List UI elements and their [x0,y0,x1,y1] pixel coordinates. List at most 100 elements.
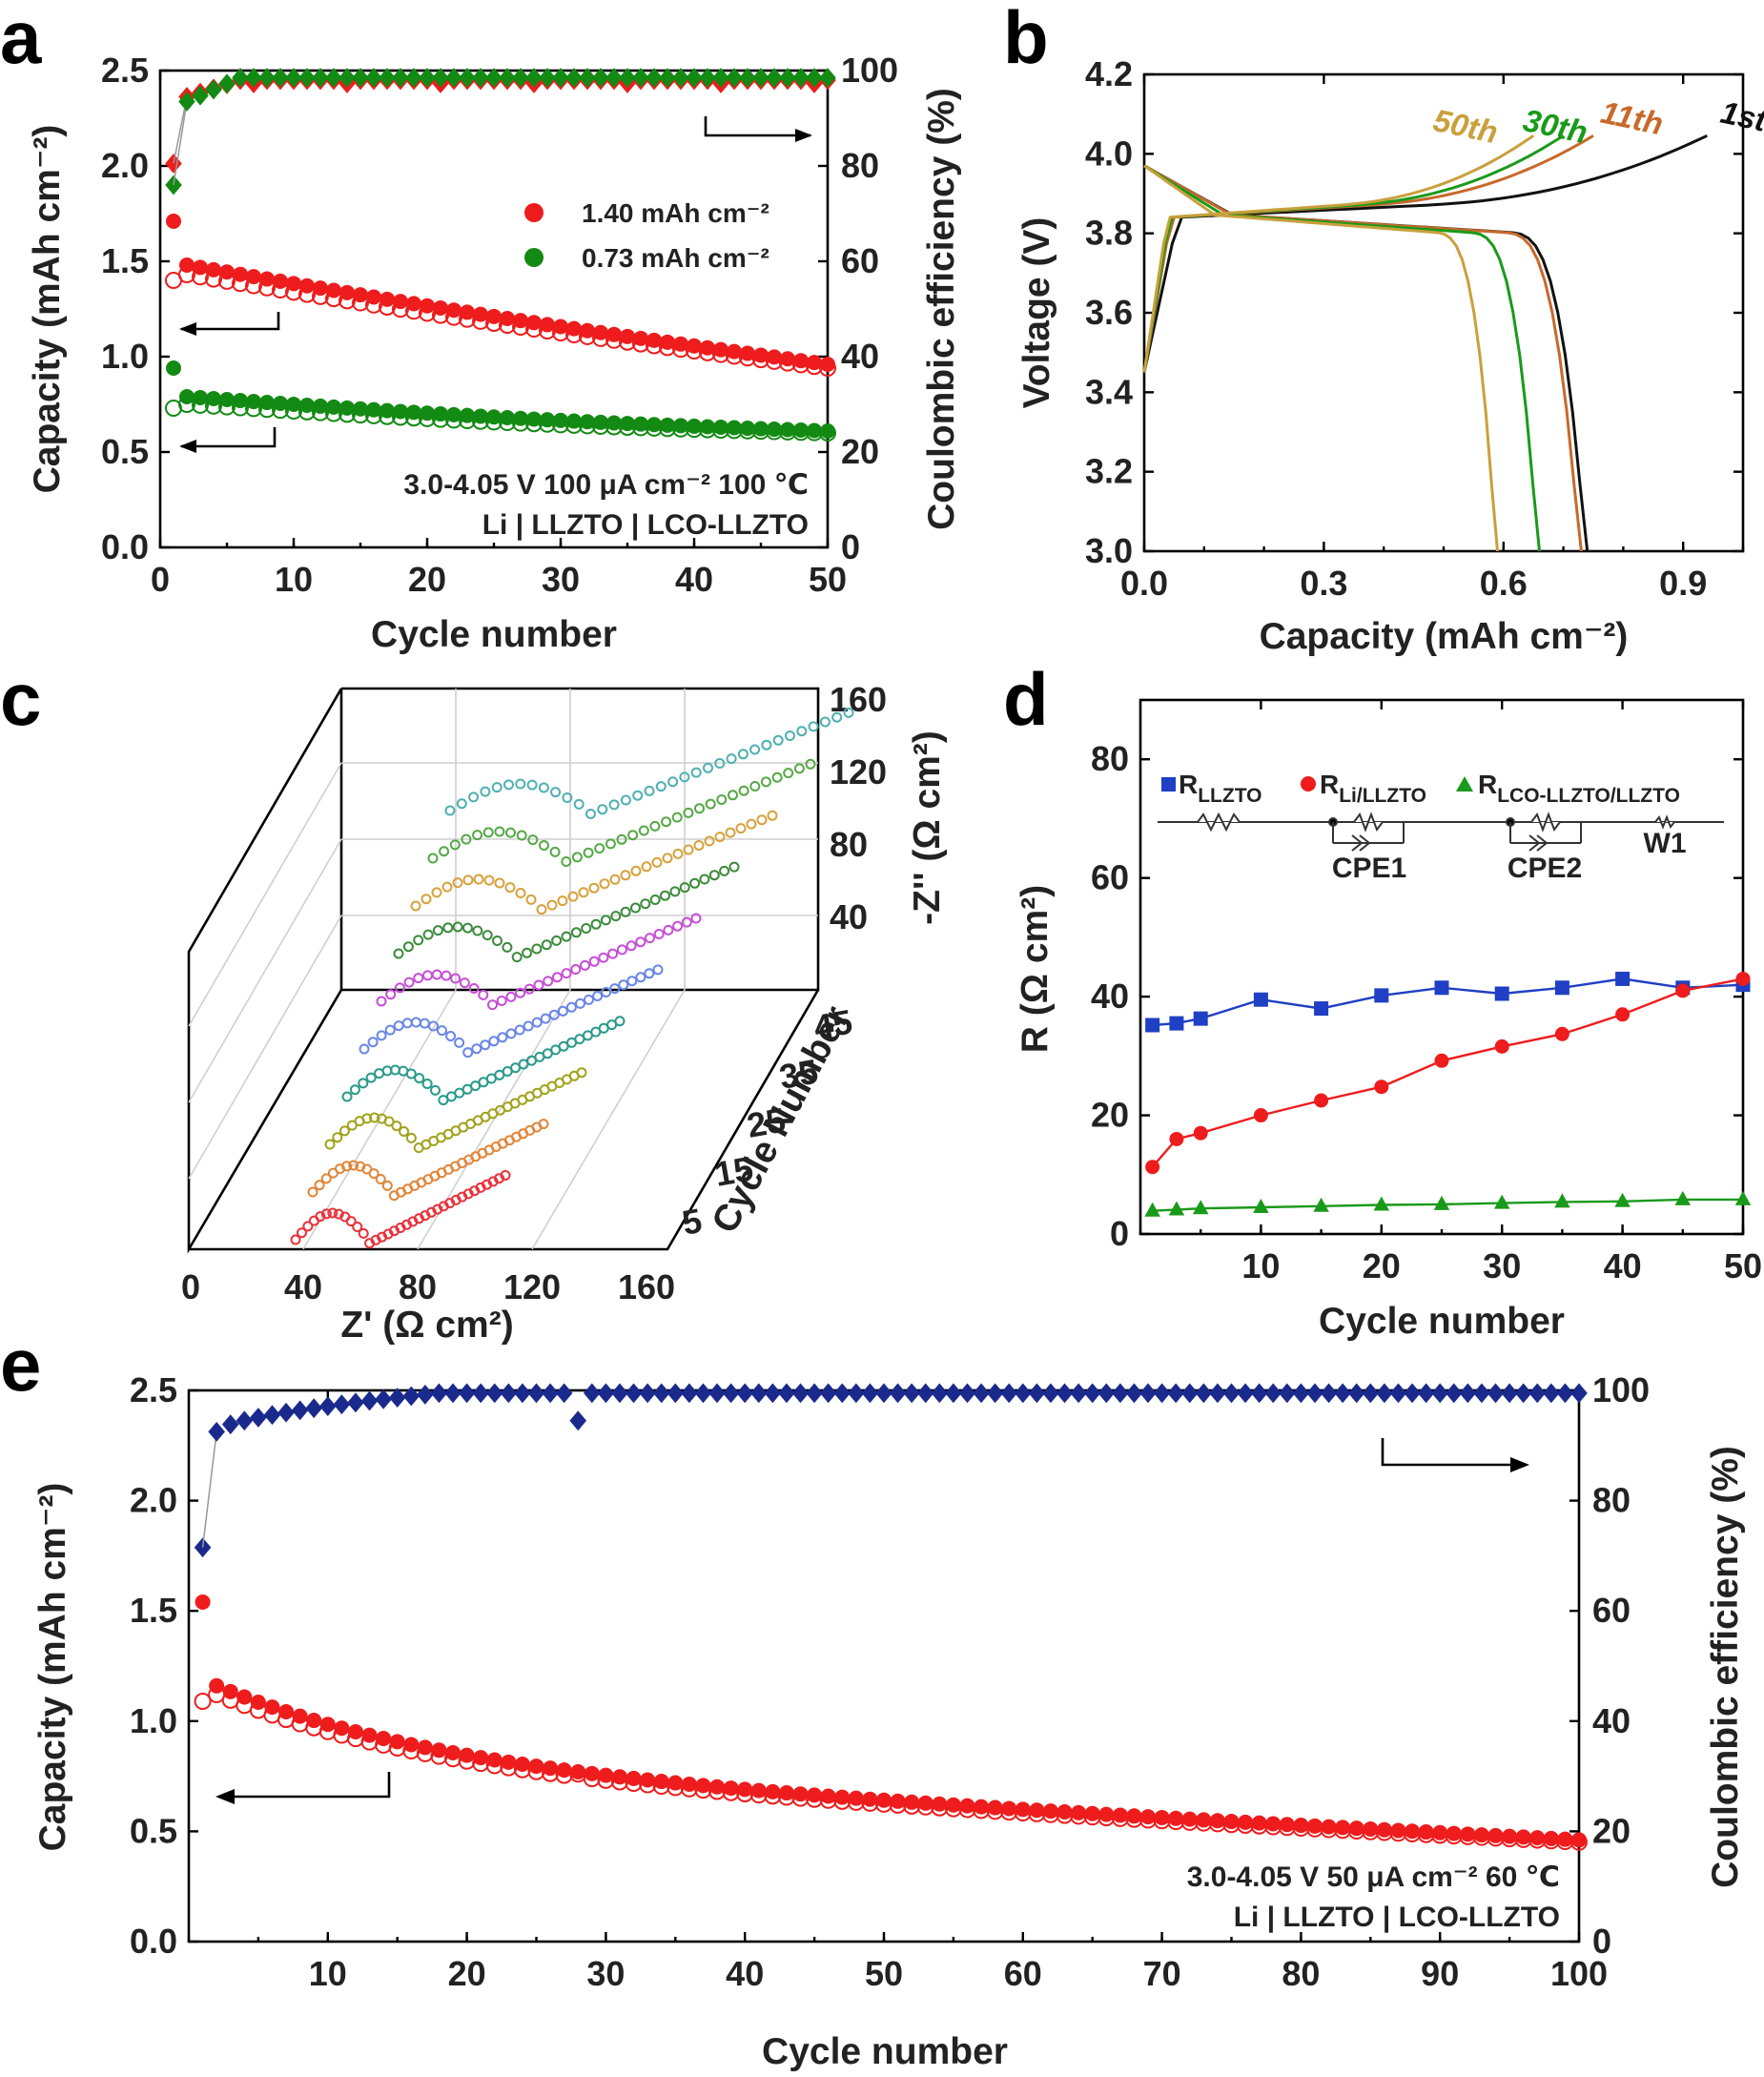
point-c [669,886,681,897]
point-e [974,1799,990,1815]
axis-arrow-a-cap1 [179,312,280,336]
point-a [219,264,235,280]
point-a [419,68,436,88]
point-a [552,324,569,342]
point-c [472,925,483,936]
point-e [944,1799,962,1818]
point-c [500,1170,511,1181]
point-e [1570,1383,1588,1404]
point-c [432,925,443,936]
point-a [218,73,236,94]
point-a [232,399,249,417]
point-e [1112,1383,1129,1404]
point-a [672,340,689,359]
z-tick-label-c: 15 [711,1149,756,1194]
point-e [862,1791,878,1807]
point-c [533,979,544,991]
point-e [889,1383,907,1404]
point-c [346,1120,358,1131]
point-e [667,1779,685,1797]
point-c [473,874,484,885]
point-a [366,401,381,418]
discharge-curve-b [1143,164,1499,552]
point-e [959,1798,975,1814]
point-a [419,409,436,427]
y-tick-label-c: 120 [830,752,887,792]
point-a [445,411,462,429]
point-c [352,1222,363,1232]
point-a [233,266,248,282]
point-a [218,398,236,416]
point-a [272,68,289,88]
point-a [699,343,716,361]
point-c [503,779,514,791]
point-e [625,1775,643,1793]
point-e [444,1383,462,1404]
point-a [779,68,796,88]
point-d [1734,1190,1752,1205]
point-e [1001,1800,1017,1817]
point-c [662,853,673,864]
point-c [522,947,533,958]
panel-label-d: d [1003,657,1049,741]
point-e [486,1752,503,1768]
point-c [601,987,612,997]
y-tick-label: 0.0 [130,1922,177,1961]
point-e [1222,1816,1241,1834]
y-tick-label: 2.0 [101,146,149,185]
point-e [1347,1822,1365,1841]
y-tick-label: 4.0 [1085,134,1133,173]
point-d [1494,986,1509,1001]
point-a [539,322,556,340]
point-c [649,820,661,832]
point-a [178,92,195,112]
z-tick-label-c: 45 [810,1002,855,1047]
point-e [625,1383,643,1404]
series-c-35 [410,810,778,915]
point-e [319,1396,337,1417]
point-c [367,1037,379,1048]
point-c [746,818,757,830]
point-e [458,1752,476,1770]
y-tick-label: 80 [1091,739,1129,778]
point-c [583,847,594,858]
point-a [446,406,462,422]
point-e [584,1765,600,1781]
legend-marker-d-1 [1161,777,1176,792]
point-a [579,68,596,88]
point-e [1334,1821,1352,1840]
point-e [876,1792,892,1808]
point-e [1125,1383,1143,1404]
point-c [539,840,549,851]
side-wall [187,688,343,1254]
point-e [903,1383,920,1404]
point-e [1084,1805,1100,1821]
y-tick-label: 1.5 [101,241,149,280]
point-e [1042,1803,1058,1820]
x-tick-label: 0 [151,560,170,599]
point-c [375,1174,386,1184]
point-c [504,882,516,894]
point-e [430,1383,448,1404]
point-c [410,900,421,912]
point-c [645,933,655,944]
legend-marker-a-1 [524,203,544,222]
point-a [325,68,342,88]
point-a [646,419,663,437]
point-a [793,353,809,369]
point-e [1376,1383,1393,1404]
point-c [549,846,561,857]
point-a [312,287,329,305]
series-a-1 [165,266,836,377]
point-e [1139,1383,1157,1404]
point-e [737,1781,753,1798]
point-c [679,771,690,783]
point-a [619,333,636,351]
point-c [297,1227,307,1239]
point-c [410,1017,421,1028]
point-c [358,1078,369,1089]
point-c [620,870,631,881]
point-a [779,422,796,441]
y2-tick-label: 20 [841,432,879,471]
point-c [441,970,452,981]
